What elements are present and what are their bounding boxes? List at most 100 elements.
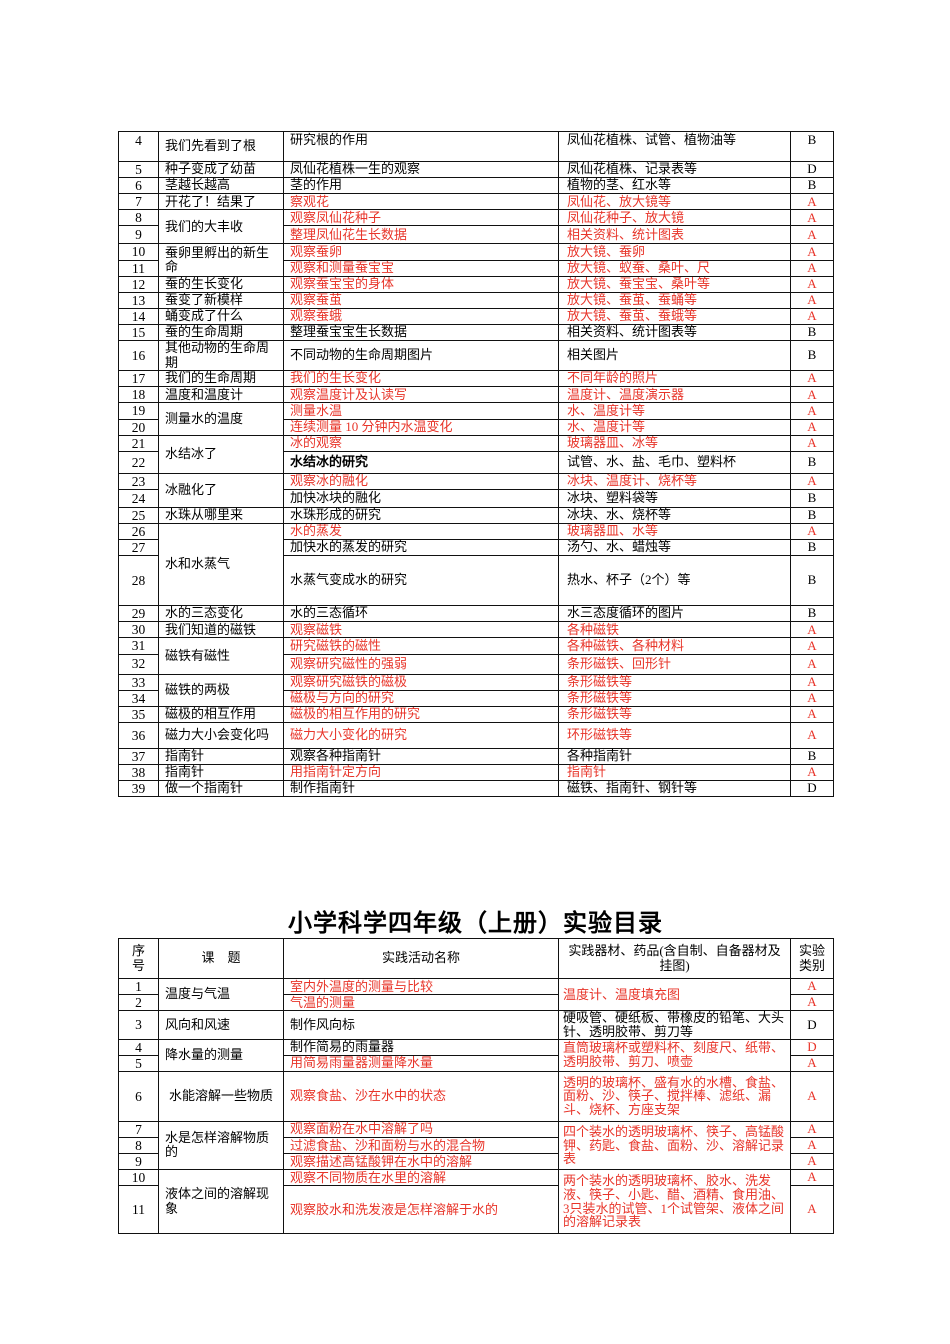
activity-cell: 加快冰块的融化 <box>283 488 559 508</box>
activity-cell: 制作指南针 <box>283 780 559 798</box>
activity-cell: 不同动物的生命周期图片 <box>283 340 559 372</box>
table2-row-4: 4 降水量的测量 制作简易的雨量器 直筒玻璃杯或塑料杯、刻度尺、纸带、透明胶带、剪刀、… <box>118 1038 834 1072</box>
table1-row-35: 35 磁极的相互作用 磁极的相互作用的研究 条形磁铁等 A <box>118 705 834 723</box>
row-number: 15 <box>118 323 159 342</box>
category-cell: A <box>790 522 834 541</box>
row-number: 3 <box>118 1010 159 1040</box>
equipment-cell: 两个装水的透明玻璃杯、胶水、洗发液、筷子、小匙、醋、酒精、食用油、3只装水的试管… <box>558 1169 791 1235</box>
activity-cell: 观察凤仙花种子 <box>283 209 559 227</box>
table1: 4 我们先看到了根 研究根的作用 凤仙花植株、试管、植物油等 B 5 种子变成了幼苗 凤仙花植… <box>118 131 834 798</box>
activity-cell: 观察蚕茧 <box>283 291 559 309</box>
category-cell: D <box>790 1010 834 1040</box>
row-number: 26 <box>118 522 159 541</box>
equipment-cell: 放大镜、蚕茧、蚕蛹等 <box>558 291 791 309</box>
lesson-cell: 种子变成了幼苗 <box>158 160 284 179</box>
lesson-cell: 水能溶解一些物质 <box>158 1070 284 1122</box>
equipment-cell: 各种磁铁、各种材料 <box>558 637 791 655</box>
activity-cell: 水的三态循环 <box>283 605 559 623</box>
category-cell: B <box>790 340 834 372</box>
row-number: 32 <box>118 653 159 675</box>
table2-row-1: 1 温度与气温 室内外温度的测量与比较 温度计、温度填充图 A <box>118 977 834 1012</box>
activity-cell: 我们的生长变化 <box>283 370 559 388</box>
category-cell: A <box>790 1054 834 1072</box>
equipment-cell: 汤勺、水、蜡烛等 <box>558 539 791 557</box>
category-cell: D <box>790 1038 834 1056</box>
category-cell: A <box>790 418 834 436</box>
lesson-cell: 冰融化了 <box>158 472 284 508</box>
table1-row-39: 39 做一个指南针 制作指南针 磁铁、指南针、钢针等 D <box>118 780 834 798</box>
table1-row-36: 36 磁力大小会变化吗 磁力大小变化的研究 环形磁铁等 A <box>118 721 834 749</box>
lesson-cell: 我们知道的磁铁 <box>158 621 284 639</box>
table2-row-8: 8 过滤食盐、沙和面粉与水的混合物 A <box>118 1136 834 1154</box>
activity-cell: 观察磁铁 <box>283 621 559 639</box>
row-number: 37 <box>118 747 159 765</box>
equipment-cell: 凤仙花植株、试管、植物油等 <box>558 131 791 162</box>
category-cell: A <box>790 1120 834 1138</box>
equipment-cell: 玻璃器皿、水等 <box>558 522 791 541</box>
activity-cell: 观察不同物质在水里的溶解 <box>283 1169 559 1187</box>
table1-row-21: 21 水结冰了 冰的观察 玻璃器皿、冰等 A <box>118 434 834 474</box>
header-category: 实验 类别 <box>790 938 834 979</box>
activity-cell: 观察蚕蛾 <box>283 307 559 325</box>
table1-row-25: 25 水珠从哪里来 水珠形成的研究 冰块、水、烧杯等 B <box>118 506 834 524</box>
equipment-cell: 相关资料、统计图表等 <box>558 323 791 342</box>
activity-cell: 观察各种指南针 <box>283 747 559 765</box>
category-cell: A <box>790 673 834 691</box>
lesson-cell: 我们的大丰收 <box>158 209 284 245</box>
table2-row-7: 7 水是怎样溶解物质的 观察面粉在水中溶解了吗 四个装水的透明玻璃杯、筷子、高锰酸钾、… <box>118 1120 834 1171</box>
equipment-cell: 不同年龄的照片 <box>558 370 791 388</box>
lesson-cell: 茎越长越高 <box>158 177 284 195</box>
equipment-cell: 试管、水、盐、毛巾、塑料杯 <box>558 450 791 474</box>
table1-row-18: 18 温度和温度计 观察温度计及认读写 温度计、温度演示器 A <box>118 386 834 404</box>
table2-row-6: 6 水能溶解一些物质 观察食盐、沙在水中的状态 透明的玻璃杯、盛有水的水槽、食盐、面粉… <box>118 1070 834 1122</box>
equipment-cell: 条形磁铁等 <box>558 705 791 723</box>
table1-row-16: 16 其他动物的生命周期 不同动物的生命周期图片 相关图片 B <box>118 340 834 372</box>
lesson-cell: 水是怎样溶解物质的 <box>158 1120 284 1171</box>
category-cell: A <box>790 1185 834 1235</box>
row-number: 11 <box>118 259 159 277</box>
activity-cell: 观察蚕卵 <box>283 243 559 261</box>
equipment-cell: 冰块、塑料袋等 <box>558 488 791 508</box>
row-number: 17 <box>118 370 159 388</box>
table1-row-5: 5 种子变成了幼苗 凤仙花植株一生的观察 凤仙花植株、记录表等 D <box>118 160 834 179</box>
equipment-cell: 玻璃器皿、冰等 <box>558 434 791 452</box>
equipment-cell: 条形磁铁等 <box>558 689 791 707</box>
row-number: 2 <box>118 994 159 1012</box>
table1-row-8: 8 我们的大丰收 观察凤仙花种子 凤仙花种子、放大镜 A <box>118 209 834 245</box>
table1-row-19: 19 测量水的温度 测量水温 水、温度计等 A <box>118 402 834 436</box>
table1-row-28: 28 水蒸气变成水的研究 热水、杯子（2个）等 B <box>118 555 834 607</box>
equipment-cell: 温度计、温度演示器 <box>558 386 791 404</box>
category-cell: A <box>790 243 834 261</box>
activity-cell: 整理蚕宝宝生长数据 <box>283 323 559 342</box>
table1-row-7: 7 开花了！结果了 察观花 凤仙花、放大镜等 A <box>118 193 834 211</box>
activity-cell: 用指南针定方向 <box>283 763 559 782</box>
equipment-cell: 放大镜、蚕卵 <box>558 243 791 261</box>
row-number: 13 <box>118 291 159 309</box>
row-number: 7 <box>118 1120 159 1138</box>
table2-header-row: 序 号 课 题 实践活动名称 实践器材、药品(含自制、自备器材及 挂图) 实验 … <box>118 938 834 979</box>
equipment-cell: 水、温度计等 <box>558 402 791 420</box>
row-number: 10 <box>118 243 159 261</box>
table1-row-12: 12 蚕的生长变化 观察蚕宝宝的身体 放大镜、蚕宝宝、桑叶等 A <box>118 275 834 293</box>
row-number: 27 <box>118 539 159 557</box>
lesson-cell: 开花了！结果了 <box>158 193 284 211</box>
table2: 序 号 课 题 实践活动名称 实践器材、药品(含自制、自备器材及 挂图) 实验 … <box>118 938 834 1235</box>
row-number: 19 <box>118 402 159 420</box>
header-serial-number: 序 号 <box>118 938 159 979</box>
category-cell: A <box>790 225 834 245</box>
equipment-cell: 冰块、水、烧杯等 <box>558 506 791 524</box>
table2-row-11: 11 观察胶水和洗发液是怎样溶解于水的 A <box>118 1185 834 1235</box>
category-cell: A <box>790 653 834 675</box>
row-number: 16 <box>118 340 159 372</box>
activity-cell: 加快水的蒸发的研究 <box>283 539 559 557</box>
lesson-cell: 蚕的生命周期 <box>158 323 284 342</box>
table1-row-26: 26 水和水蒸气 水的蒸发 玻璃器皿、水等 A <box>118 522 834 607</box>
activity-cell: 磁力大小变化的研究 <box>283 721 559 749</box>
table2-row-9: 9 观察描述高锰酸钾在水中的溶解 A <box>118 1152 834 1171</box>
table1-row-24: 24 加快冰块的融化 冰块、塑料袋等 B <box>118 488 834 508</box>
lesson-cell: 水和水蒸气 <box>158 522 284 607</box>
lesson-cell: 蚕变了新模样 <box>158 291 284 309</box>
category-cell: A <box>790 434 834 452</box>
category-cell: D <box>790 160 834 179</box>
